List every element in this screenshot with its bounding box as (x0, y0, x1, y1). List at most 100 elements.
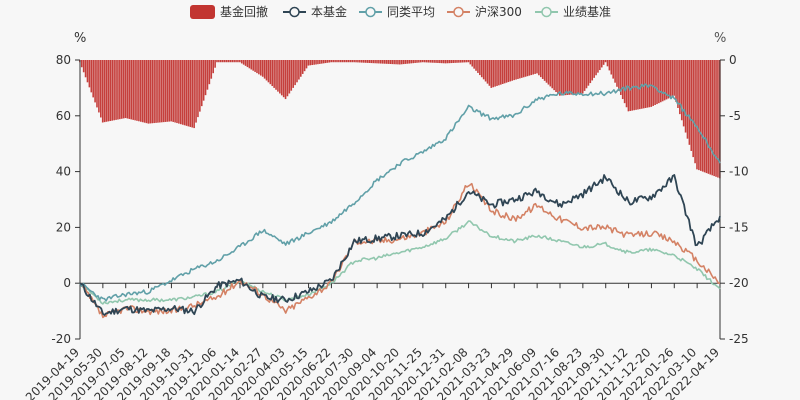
drawdown-bar (258, 60, 260, 75)
drawdown-bar (368, 60, 371, 63)
drawdown-bar (315, 60, 317, 65)
drawdown-bar (172, 60, 174, 122)
drawdown-bar (136, 60, 138, 121)
drawdown-bar (103, 60, 106, 123)
drawdown-bar (364, 60, 367, 63)
drawdown-bar (570, 60, 573, 95)
drawdown-bar (227, 60, 230, 63)
drawdown-bar (440, 60, 443, 64)
drawdown-bar (675, 60, 677, 102)
drawdown-bar (665, 60, 668, 100)
drawdown-bar (604, 60, 607, 63)
drawdown-bar (120, 60, 123, 119)
drawdown-bar (492, 60, 494, 88)
drawdown-bar (450, 60, 453, 64)
drawdown-bar (711, 60, 714, 176)
legend-item-benchmark[interactable]: 业绩基准 (535, 5, 611, 19)
drawdown-bar (223, 60, 226, 63)
drawdown-bar (265, 60, 268, 81)
drawdown-bar (159, 60, 161, 123)
drawdown-bar (692, 60, 694, 158)
drawdown-bar (625, 60, 628, 108)
drawdown-bar (277, 60, 279, 92)
legend-item-this-fund[interactable]: 本基金 (283, 4, 347, 19)
drawdown-bar (140, 60, 142, 122)
drawdown-bar (347, 60, 350, 63)
drawdown-bar (235, 60, 237, 63)
drawdown-bar (378, 60, 380, 64)
drawdown-bar (654, 60, 656, 106)
drawdown-bar (420, 60, 422, 63)
drawdown-bar (248, 60, 251, 69)
drawdown-bar (627, 60, 630, 112)
drawdown-bar (90, 60, 93, 93)
drawdown-bar (555, 60, 557, 92)
drawdown-bar (134, 60, 136, 121)
drawdown-bar (301, 60, 304, 74)
series-line-this-fund (79, 174, 721, 316)
drawdown-bar (96, 60, 98, 108)
drawdown-bar (269, 60, 272, 85)
drawdown-bar (242, 60, 245, 65)
drawdown-bar (141, 60, 144, 123)
drawdown-bar (343, 60, 346, 63)
axes: -20020406080-25-20-15-10-502019-04-19201… (23, 53, 749, 400)
drawdown-bar (713, 60, 715, 177)
drawdown-bar (199, 60, 201, 112)
drawdown-bar (618, 60, 620, 91)
drawdown-bar (496, 60, 498, 86)
drawdown-bar (260, 60, 262, 76)
drawdown-bar (680, 60, 683, 121)
left-tick-label: 0 (63, 276, 71, 290)
drawdown-bar (456, 60, 458, 63)
drawdown-bar (530, 60, 533, 76)
drawdown-bar (574, 60, 576, 95)
drawdown-bar (425, 60, 428, 63)
drawdown-bar (389, 60, 392, 64)
drawdown-bar (509, 60, 512, 82)
drawdown-bar (427, 60, 430, 63)
legend-item-fund-drawdown[interactable]: 基金回撤 (190, 4, 268, 19)
drawdown-bar (282, 60, 285, 98)
drawdown-bar (370, 60, 373, 64)
drawdown-bar (206, 60, 209, 90)
drawdown-bar (309, 60, 312, 66)
drawdown-bar (435, 60, 437, 63)
legend-item-csi300[interactable]: 沪深300 (447, 5, 522, 19)
drawdown-bar (616, 60, 618, 87)
drawdown-bar (620, 60, 622, 95)
drawdown-bar (303, 60, 306, 72)
drawdown-bar (122, 60, 125, 119)
legend[interactable]: 基金回撤 本基金 同类平均 沪深300 业绩基准 (190, 4, 611, 19)
legend-label: 业绩基准 (563, 5, 611, 19)
right-axis-unit: % (714, 31, 726, 46)
drawdown-bar (353, 60, 355, 63)
drawdown-bar (635, 60, 637, 110)
drawdown-bar (690, 60, 693, 151)
drawdown-bar (549, 60, 552, 87)
drawdown-bar (193, 60, 195, 129)
drawdown-bar (208, 60, 211, 85)
drawdown-bar (623, 60, 626, 104)
drawdown-bar (300, 60, 302, 77)
drawdown-bar (524, 60, 527, 77)
drawdown-bar (362, 60, 365, 63)
drawdown-bar (360, 60, 363, 63)
drawdown-bar (517, 60, 519, 79)
drawdown-bar (498, 60, 500, 86)
drawdown-bar (155, 60, 157, 123)
drawdown-bar (212, 60, 214, 74)
drawdown-bar (513, 60, 515, 81)
drawdown-bar (387, 60, 390, 64)
drawdown-bar (421, 60, 424, 63)
right-tick-label: -20 (729, 276, 749, 290)
drawdown-bar (395, 60, 397, 65)
drawdown-bar (410, 60, 413, 64)
drawdown-bar (408, 60, 411, 64)
drawdown-bar (551, 60, 554, 89)
drawdown-bar (562, 60, 565, 96)
drawdown-bar (280, 60, 283, 96)
drawdown-bar (439, 60, 441, 64)
legend-item-category-average[interactable]: 同类平均 (359, 5, 435, 19)
drawdown-bar (263, 60, 266, 79)
